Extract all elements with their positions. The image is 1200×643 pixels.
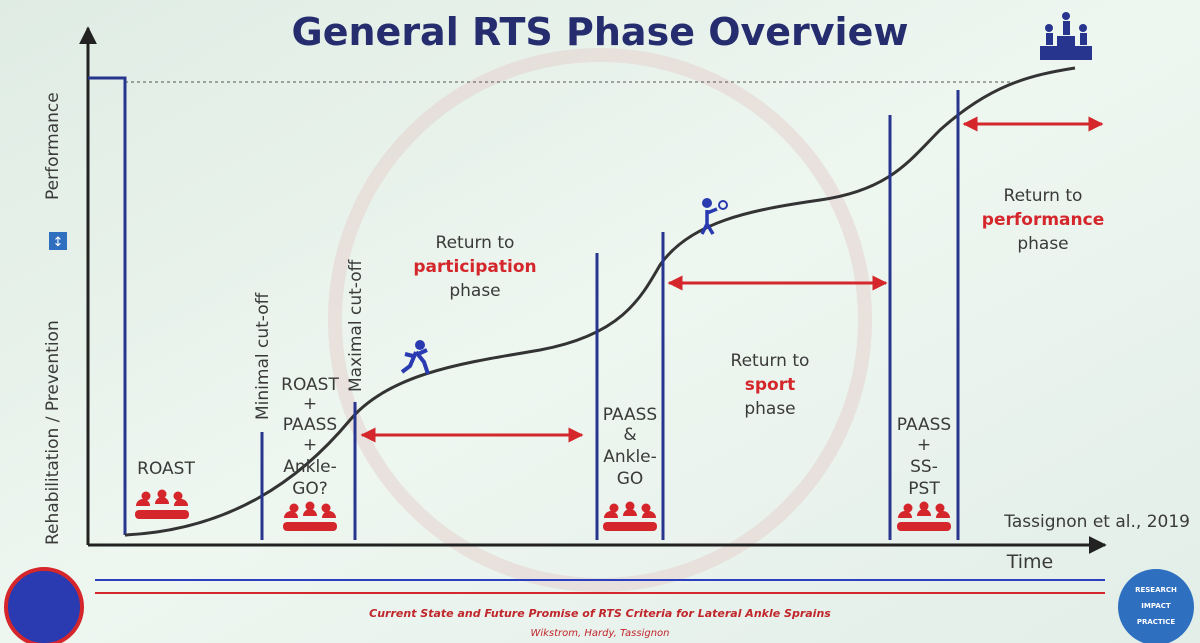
assessment-label: PST bbox=[908, 479, 940, 499]
assessment-block: PAASS + SS- PST bbox=[897, 415, 951, 499]
assessment-block: PAASS & Ankle- GO bbox=[603, 405, 657, 489]
assessment-label: ROAST bbox=[137, 459, 195, 479]
badge bbox=[1118, 569, 1194, 643]
citation: Tassignon et al., 2019 bbox=[1003, 512, 1190, 532]
assessment-label: SS- bbox=[910, 457, 938, 477]
footer-authors: Wikstrom, Hardy, Tassignon bbox=[530, 628, 669, 639]
phase-label: phase bbox=[449, 281, 500, 301]
phase-label: participation bbox=[413, 257, 536, 277]
assessment-label: PAASS bbox=[283, 415, 337, 435]
assessment-label: ROAST bbox=[281, 375, 339, 395]
badge-label: RESEARCH bbox=[1135, 586, 1177, 594]
footer-title: Current State and Future Promise of RTS … bbox=[369, 607, 831, 620]
x-axis-label: Time bbox=[1006, 551, 1054, 573]
tennis-icon bbox=[700, 198, 728, 235]
symposium-logo bbox=[4, 567, 84, 643]
assessment-block: ROAST + PAASS + Ankle- GO? bbox=[281, 375, 339, 499]
assessment-label: + bbox=[303, 394, 317, 414]
podium-icon bbox=[1040, 12, 1092, 60]
y-axis-lower: Rehabilitation / Prevention bbox=[43, 320, 63, 545]
y-axis-icon: ↕ bbox=[53, 235, 64, 250]
phase-label: Return to bbox=[436, 233, 515, 253]
title: General RTS Phase Overview bbox=[292, 10, 909, 54]
phase-label: Return to bbox=[731, 351, 810, 371]
phase-label: Return to bbox=[1004, 186, 1083, 206]
phase-block: Return to participation phase Return to … bbox=[413, 186, 1104, 419]
phase-label: phase bbox=[744, 399, 795, 419]
cutoff-label: Maximal cut-off bbox=[346, 258, 366, 392]
y-axis-icon-box bbox=[49, 232, 67, 250]
assessment-label: PAASS bbox=[897, 415, 951, 435]
badge-text: RESEARCH IMPACT PRACTICE bbox=[1135, 586, 1177, 626]
badge-label: IMPACT bbox=[1141, 602, 1171, 610]
assessment-label: GO? bbox=[292, 479, 328, 499]
runner-icon bbox=[400, 340, 430, 375]
y-axis-upper: Performance bbox=[43, 92, 63, 200]
performance-curve bbox=[124, 66, 1076, 537]
watermark bbox=[328, 48, 872, 592]
assessment-label: & bbox=[623, 425, 636, 445]
assessment-label: Ankle- bbox=[603, 447, 657, 467]
phase-label: sport bbox=[745, 375, 795, 395]
assessment-label: + bbox=[917, 435, 931, 455]
phase-label: performance bbox=[982, 210, 1104, 230]
phase-label: phase bbox=[1017, 234, 1068, 254]
assessment-label: + bbox=[303, 435, 317, 455]
cutoff-label: Minimal cut-off bbox=[253, 291, 273, 420]
assessment-label: GO bbox=[617, 469, 644, 489]
assessment-label: Ankle- bbox=[283, 457, 337, 477]
badge-label: PRACTICE bbox=[1137, 618, 1176, 626]
assessment-label: PAASS bbox=[603, 405, 657, 425]
injury-drop bbox=[88, 76, 127, 535]
